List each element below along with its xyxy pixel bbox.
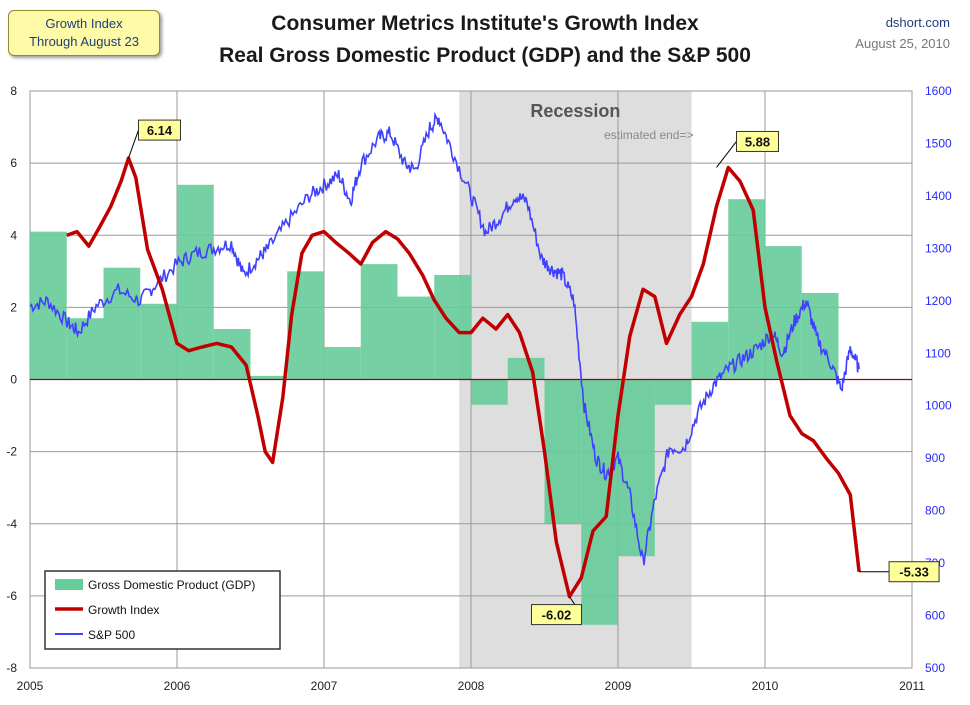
- chart-title-line2: Real Gross Domestic Product (GDP) and th…: [219, 44, 751, 67]
- gdp-bar: [691, 321, 729, 380]
- annotation-label: 6.14: [147, 123, 173, 138]
- y-right-tick-label: 1000: [925, 399, 952, 413]
- source-date: August 25, 2010: [855, 36, 950, 51]
- legend-label: S&P 500: [88, 628, 135, 642]
- y-right-tick-label: 1100: [925, 346, 951, 360]
- y-left-tick-label: 8: [10, 84, 17, 98]
- y-right-tick-label: 600: [925, 609, 945, 623]
- gdp-bar: [507, 357, 545, 380]
- y-left-tick-label: 6: [10, 156, 17, 170]
- annotation-box: [137, 119, 181, 141]
- growth-index-badge: Growth Index Through August 23: [8, 10, 160, 56]
- y-left-tick-label: 2: [10, 300, 17, 314]
- y-right-tick-label: 800: [925, 504, 945, 518]
- gdp-bar: [654, 379, 692, 405]
- legend-box: [44, 570, 281, 650]
- y-left-tick-label: -6: [6, 589, 17, 603]
- gdp-bar: [765, 246, 802, 380]
- legend-swatch: [55, 579, 83, 590]
- annotation-box: [735, 130, 779, 152]
- legend-label: Growth Index: [88, 603, 159, 617]
- y-left-tick-label: -4: [6, 517, 17, 531]
- x-tick-label: 2007: [311, 679, 338, 693]
- y-right-tick-label: 1200: [925, 294, 952, 308]
- annotation-label: -6.02: [542, 608, 572, 623]
- annotation-pointer: [716, 141, 737, 168]
- y-right-tick-label: 1600: [925, 84, 952, 98]
- growth-index-line: [66, 156, 861, 599]
- gdp-bar: [324, 347, 361, 380]
- gdp-bar: [213, 329, 251, 380]
- y-left-tick-label: -2: [6, 445, 17, 459]
- recession-sublabel: estimated end=>: [604, 128, 693, 142]
- recession-label: Recession: [530, 101, 620, 121]
- source-block: dshort.com August 25, 2010: [855, 12, 950, 54]
- gdp-bar: [397, 296, 435, 380]
- x-tick-label: 2011: [899, 679, 925, 693]
- legend-label: Gross Domestic Product (GDP): [88, 578, 255, 592]
- annotation-box: [530, 604, 582, 626]
- gdp-bar: [250, 375, 288, 380]
- gdp-bar: [140, 303, 177, 380]
- x-tick-label: 2008: [458, 679, 485, 693]
- y-left-tick-label: -8: [6, 661, 17, 675]
- x-tick-label: 2010: [752, 679, 779, 693]
- y-right-tick-label: 1300: [925, 241, 952, 255]
- annotation-label: 5.88: [745, 134, 770, 149]
- annotation-pointer: [128, 129, 139, 159]
- gdp-bar: [103, 267, 141, 380]
- badge-line1: Growth Index: [45, 16, 123, 31]
- annotation-label: -5.33: [899, 565, 929, 580]
- y-left-tick-label: 0: [10, 373, 17, 387]
- annotation-box: [888, 561, 940, 583]
- x-tick-label: 2006: [164, 679, 191, 693]
- gdp-bar: [471, 379, 508, 405]
- gdp-bar: [287, 271, 324, 380]
- x-tick-label: 2009: [605, 679, 632, 693]
- y-right-tick-label: 1400: [925, 189, 952, 203]
- y-right-tick-label: 1500: [925, 136, 952, 150]
- source-label: dshort.com: [885, 15, 950, 30]
- sp500-line: [29, 111, 860, 566]
- gdp-bar: [728, 199, 765, 380]
- gdp-bar: [360, 264, 398, 380]
- y-left-tick-label: 4: [10, 228, 17, 242]
- x-tick-label: 2005: [17, 679, 44, 693]
- y-right-tick-label: 900: [925, 451, 945, 465]
- badge-line2: Through August 23: [29, 34, 139, 49]
- gdp-bar: [801, 292, 839, 380]
- y-right-tick-label: 500: [925, 661, 945, 675]
- chart-title-line1: Consumer Metrics Institute's Growth Inde…: [271, 12, 699, 35]
